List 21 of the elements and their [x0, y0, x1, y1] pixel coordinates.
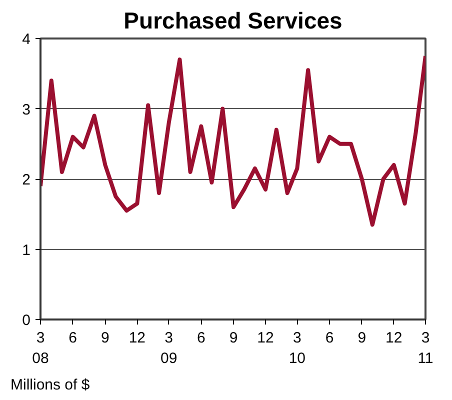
x-tick-label: 6	[197, 330, 206, 346]
x-tick-label: 3 11	[418, 330, 434, 367]
x-tick-label: 6	[325, 330, 334, 346]
chart-title: Purchased Services	[124, 8, 342, 34]
y-tick-label: 0	[22, 312, 30, 329]
x-tick-label: 12	[257, 330, 274, 346]
x-tick-label: 3 10	[288, 330, 306, 367]
x-tick-label: 3 08	[32, 330, 49, 367]
y-tick-label: 1	[22, 242, 30, 259]
x-tick-label: 9	[229, 330, 238, 346]
text: Millions of $	[10, 376, 90, 394]
x-tick-label: 3 09	[160, 330, 178, 367]
y-tick-label: 3	[22, 101, 30, 118]
x-tick-label: 9	[358, 330, 366, 346]
y-tick-label: 4	[22, 31, 30, 48]
x-tick-label: 12	[386, 330, 402, 346]
line-series	[40, 54, 426, 227]
x-tick-label: 9	[101, 330, 110, 346]
x-tick-label: 6	[68, 330, 78, 346]
x-tick-label: 12	[128, 330, 146, 346]
y-tick-label: 2	[22, 172, 30, 188]
